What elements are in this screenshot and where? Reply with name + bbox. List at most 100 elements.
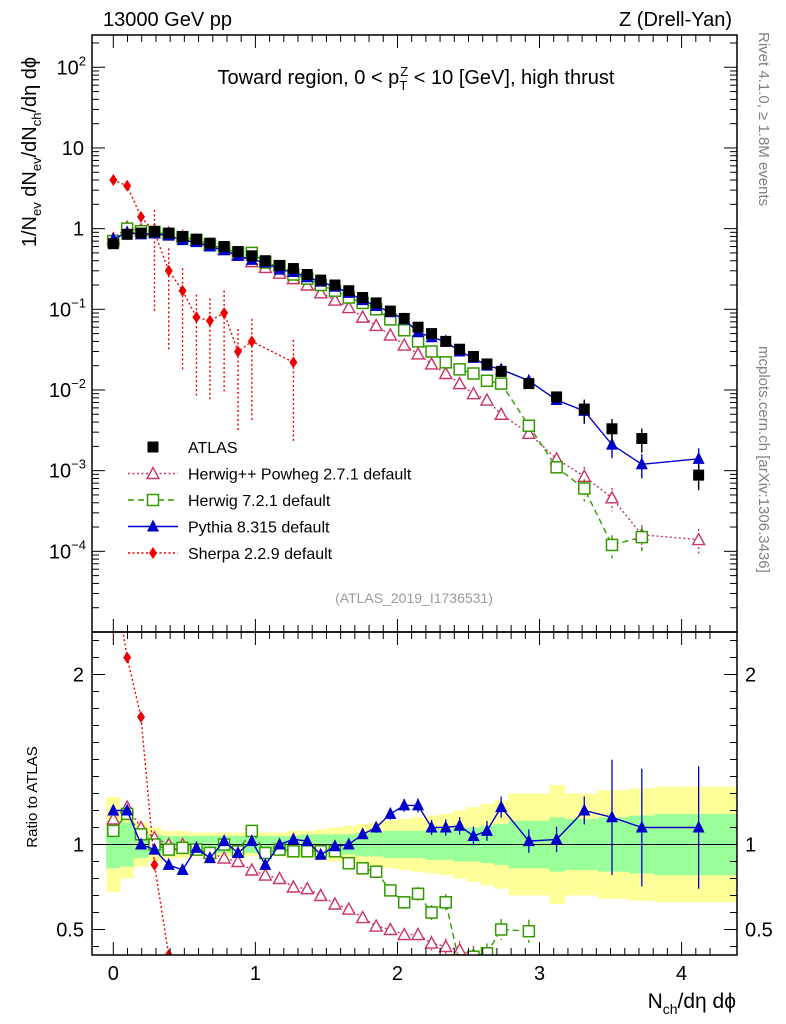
data-point	[397, 323, 411, 337]
ratio-point	[439, 896, 453, 909]
ratio-series-pythia-8-315-default	[107, 759, 705, 889]
ratio-tick-label-left: 0.5	[56, 920, 84, 942]
x-tick-label: 0	[108, 963, 119, 985]
series-sherpa-2-2-9-default	[109, 174, 298, 444]
ratio-point	[107, 803, 120, 816]
x-tick-label: 3	[534, 963, 545, 985]
ratio-point	[176, 841, 189, 855]
ratio-point	[411, 887, 425, 901]
data-point	[523, 378, 535, 390]
ratio-point	[368, 918, 384, 932]
ratio-point	[328, 839, 341, 852]
data-point	[121, 228, 133, 240]
y-tick-label: 102	[57, 53, 86, 79]
ratio-point	[635, 820, 648, 833]
header-right: Z (Drell-Yan)	[619, 9, 732, 31]
ratio-point	[106, 811, 121, 825]
data-point	[411, 335, 425, 348]
data-point	[635, 457, 648, 470]
legend: ATLAS Herwig++ Powheg 2.7.1 default Herwig…	[128, 440, 412, 563]
data-point	[368, 318, 384, 332]
ratio-point	[356, 827, 369, 840]
data-point	[480, 374, 494, 388]
data-point	[355, 309, 370, 323]
ratio-point	[342, 837, 355, 850]
ratio-point	[300, 881, 315, 895]
ratio-point	[176, 863, 189, 875]
ratio-point	[369, 865, 383, 878]
ratio-point	[410, 927, 426, 941]
data-point	[493, 406, 509, 420]
data-point	[329, 279, 341, 291]
ratio-point	[439, 820, 452, 833]
ratio-point	[605, 810, 618, 823]
ratio-point	[259, 857, 272, 870]
data-point	[164, 264, 173, 277]
data-point	[177, 230, 189, 242]
ratio-point	[203, 851, 216, 864]
data-point	[604, 490, 620, 504]
ratio-point	[370, 820, 383, 833]
ratio-point	[314, 847, 327, 860]
legend-item: Herwig++ Powheg 2.7.1 default	[128, 466, 412, 484]
ratio-point	[313, 888, 328, 902]
data-point	[606, 423, 618, 435]
data-point	[192, 311, 201, 324]
data-point	[178, 284, 187, 297]
data-point	[551, 391, 563, 403]
ratio-point	[301, 834, 314, 847]
ratio-point	[480, 947, 494, 955]
data-point	[605, 538, 619, 552]
ratio-point	[578, 803, 591, 816]
legend-marker	[149, 547, 157, 559]
data-point	[204, 237, 216, 249]
data-point	[233, 345, 242, 358]
data-point	[412, 321, 424, 333]
data-point	[410, 346, 426, 360]
ratio-point	[327, 896, 343, 910]
data-point	[397, 337, 412, 351]
legend-marker	[146, 493, 160, 507]
ratio-point	[467, 829, 480, 841]
ratio-point	[398, 798, 411, 811]
data-point	[341, 300, 356, 314]
data-point	[481, 358, 493, 370]
y-axis-label: 1/Nev dNev/dNch/dη dϕ	[19, 57, 44, 247]
data-point	[163, 227, 175, 239]
ratio-point	[495, 800, 508, 813]
data-point	[522, 419, 536, 433]
legend-label: Herwig++ Powheg 2.7.1 default	[188, 467, 412, 484]
data-point	[384, 305, 396, 317]
data-point	[135, 227, 147, 239]
legend-label: ATLAS	[188, 440, 238, 457]
data-point	[454, 343, 466, 355]
data-point	[190, 233, 202, 245]
ratio-tick-label-left: 1	[73, 835, 84, 857]
data-point	[452, 376, 467, 390]
ratio-point	[412, 798, 425, 811]
y-tick-label: 10−4	[49, 537, 86, 563]
ratio-tick-label-left: 2	[73, 665, 84, 687]
series-atlas	[107, 226, 705, 491]
main-panel-series	[106, 174, 706, 559]
data-point	[424, 356, 439, 370]
ratio-point	[273, 837, 286, 850]
ratio-point	[272, 871, 287, 885]
data-point	[440, 335, 452, 347]
data-point	[438, 366, 453, 380]
legend-marker	[147, 519, 159, 532]
y-tick-label: 1	[73, 219, 84, 241]
legend-item: Herwig 7.2.1 default	[128, 493, 331, 510]
ratio-point	[522, 834, 535, 847]
ratio-point	[424, 935, 439, 949]
ratio-tick-label-right: 2	[745, 665, 756, 687]
data-point	[693, 469, 705, 481]
ratio-point	[162, 843, 175, 856]
data-point	[232, 246, 244, 258]
ratio-point	[383, 922, 398, 936]
ratio-point	[341, 901, 356, 915]
ratio-series-sherpa-2-2-9-default	[122, 632, 173, 955]
legend-label: Sherpa 2.2.9 default	[188, 546, 333, 563]
ratio-point	[244, 862, 260, 876]
